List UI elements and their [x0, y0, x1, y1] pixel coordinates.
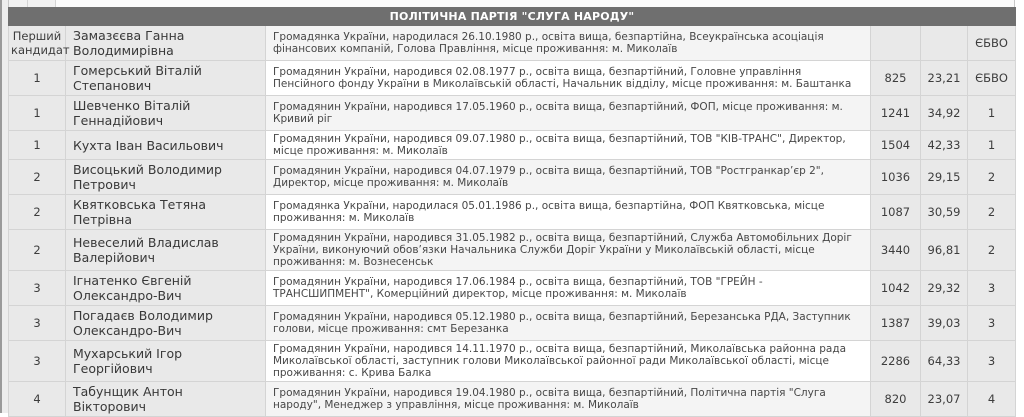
- sliver-cell: [9, 0, 28, 7]
- district-mark-cell: 2: [966, 159, 1017, 195]
- candidate-bio-cell: Громадянин України, народився 05.12.1980…: [265, 305, 871, 341]
- percent-cell: 30,59: [920, 194, 968, 230]
- votes-cell: 1504: [870, 130, 921, 160]
- candidate-name-cell: Погадаєв Володимир Олександро-Вич: [65, 305, 266, 341]
- candidate-row: 1 Гомерський Віталій Степанович Громадян…: [8, 60, 1017, 96]
- candidate-row: 2 Висоцький Володимир Петрович Громадяни…: [8, 159, 1017, 195]
- percent-cell: 23,21: [920, 60, 968, 96]
- percent-cell: 29,15: [920, 159, 968, 195]
- table-header-row: ПОЛІТИЧНА ПАРТІЯ "СЛУГА НАРОДУ": [7, 7, 1017, 26]
- first-candidate-cell: 3: [8, 270, 66, 306]
- candidate-row: 3 Мухарський Ігор Георгійович Громадянин…: [8, 340, 1017, 382]
- percent-cell: [920, 25, 968, 61]
- party-candidates-table: ПОЛІТИЧНА ПАРТІЯ "СЛУГА НАРОДУ" Перший к…: [7, 7, 1017, 417]
- district-mark-cell: 2: [966, 194, 1017, 230]
- candidate-bio-cell: Громадянин України, народився 09.07.1980…: [265, 130, 871, 160]
- percent-cell: 42,33: [920, 130, 968, 160]
- first-candidate-cell: 3: [8, 340, 66, 382]
- candidate-row: 2 Невеселий Владислав Валерійович Громад…: [8, 229, 1017, 271]
- district-mark-cell: 1: [966, 95, 1017, 131]
- candidate-row: 2 Квятковська Тетяна Петрівна Громадянка…: [8, 194, 1017, 230]
- candidate-bio-cell: Громадянин України, народився 14.11.1970…: [265, 340, 871, 382]
- first-candidate-cell: 1: [8, 60, 66, 96]
- percent-cell: 96,81: [920, 229, 968, 271]
- candidate-bio-cell: Громадянин України, народився 17.06.1984…: [265, 270, 871, 306]
- votes-cell: 820: [870, 381, 921, 417]
- percent-cell: 64,33: [920, 340, 968, 382]
- district-mark-cell: 2: [966, 229, 1017, 271]
- first-candidate-cell: 1: [8, 130, 66, 160]
- district-mark-cell: 1: [966, 130, 1017, 160]
- candidate-row: 4 Табунщик Антон Вікторович Громадянин У…: [8, 381, 1017, 417]
- candidate-row: 1 Кухта Іван Васильович Громадянин Украї…: [8, 130, 1017, 160]
- candidate-row: Перший кандидат Замазєєва Ганна Володими…: [8, 25, 1017, 61]
- candidate-name-cell: Висоцький Володимир Петрович: [65, 159, 266, 195]
- votes-cell: 1036: [870, 159, 921, 195]
- candidate-bio-cell: Громадянин України, народився 19.04.1980…: [265, 381, 871, 417]
- first-candidate-cell: Перший кандидат: [8, 25, 70, 61]
- percent-cell: 39,03: [920, 305, 968, 341]
- candidate-row: 3 Ігнатенко Євгеній Олександро-Вич Грома…: [8, 270, 1017, 306]
- district-mark-cell: ЄБВО: [966, 25, 1017, 61]
- candidate-name-cell: Ігнатенко Євгеній Олександро-Вич: [65, 270, 266, 306]
- previous-row-sliver: [8, 0, 1015, 7]
- sliver-cell: [28, 0, 56, 7]
- candidate-name-cell: Замазєєва Ганна Володимирівна: [65, 25, 266, 61]
- votes-cell: [870, 25, 921, 61]
- votes-cell: 2286: [870, 340, 921, 382]
- percent-cell: 34,92: [920, 95, 968, 131]
- candidate-name-cell: Мухарський Ігор Георгійович: [65, 340, 266, 382]
- party-title-header: ПОЛІТИЧНА ПАРТІЯ "СЛУГА НАРОДУ": [7, 7, 1017, 26]
- first-candidate-cell: 4: [8, 381, 66, 417]
- candidate-row: 1 Шевченко Віталій Геннадійович Громадян…: [8, 95, 1017, 131]
- votes-cell: 1042: [870, 270, 921, 306]
- district-mark-cell: 3: [966, 305, 1017, 341]
- percent-cell: 29,32: [920, 270, 968, 306]
- candidate-name-cell: Шевченко Віталій Геннадійович: [65, 95, 266, 131]
- page-left-edge: [0, 0, 2, 413]
- candidate-bio-cell: Громадянин України, народився 17.05.1960…: [265, 95, 871, 131]
- district-mark-cell: 4: [966, 381, 1017, 417]
- first-candidate-cell: 3: [8, 305, 66, 341]
- page-left-gutter: [2, 0, 8, 413]
- candidate-bio-cell: Громадянин України, народився 31.05.1982…: [265, 229, 871, 271]
- candidate-name-cell: Табунщик Антон Вікторович: [65, 381, 266, 417]
- district-mark-cell: ЄБВО: [966, 60, 1017, 96]
- votes-cell: 825: [870, 60, 921, 96]
- party-table-body: Перший кандидат Замазєєва Ганна Володими…: [8, 25, 1017, 417]
- sliver-cell: [56, 0, 1014, 7]
- district-mark-cell: 3: [966, 340, 1017, 382]
- candidate-bio-cell: Громадянин України, народився 02.08.1977…: [265, 60, 871, 96]
- candidate-name-cell: Гомерський Віталій Степанович: [65, 60, 266, 96]
- first-candidate-cell: 2: [8, 194, 66, 230]
- candidate-name-cell: Кухта Іван Васильович: [65, 130, 266, 160]
- candidate-bio-cell: Громадянин України, народився 04.07.1979…: [265, 159, 871, 195]
- district-mark-cell: 3: [966, 270, 1017, 306]
- candidate-bio-cell: Громадянка України, народилася 26.10.198…: [265, 25, 871, 61]
- votes-cell: 1087: [870, 194, 921, 230]
- votes-cell: 1387: [870, 305, 921, 341]
- first-candidate-cell: 2: [8, 159, 66, 195]
- candidate-name-cell: Невеселий Владислав Валерійович: [65, 229, 266, 271]
- percent-cell: 23,07: [920, 381, 968, 417]
- votes-cell: 1241: [870, 95, 921, 131]
- candidate-bio-cell: Громадянка України, народилася 05.01.198…: [265, 194, 871, 230]
- candidate-row: 3 Погадаєв Володимир Олександро-Вич Гром…: [8, 305, 1017, 341]
- candidate-name-cell: Квятковська Тетяна Петрівна: [65, 194, 266, 230]
- first-candidate-cell: 1: [8, 95, 66, 131]
- votes-cell: 3440: [870, 229, 921, 271]
- first-candidate-cell: 2: [8, 229, 66, 271]
